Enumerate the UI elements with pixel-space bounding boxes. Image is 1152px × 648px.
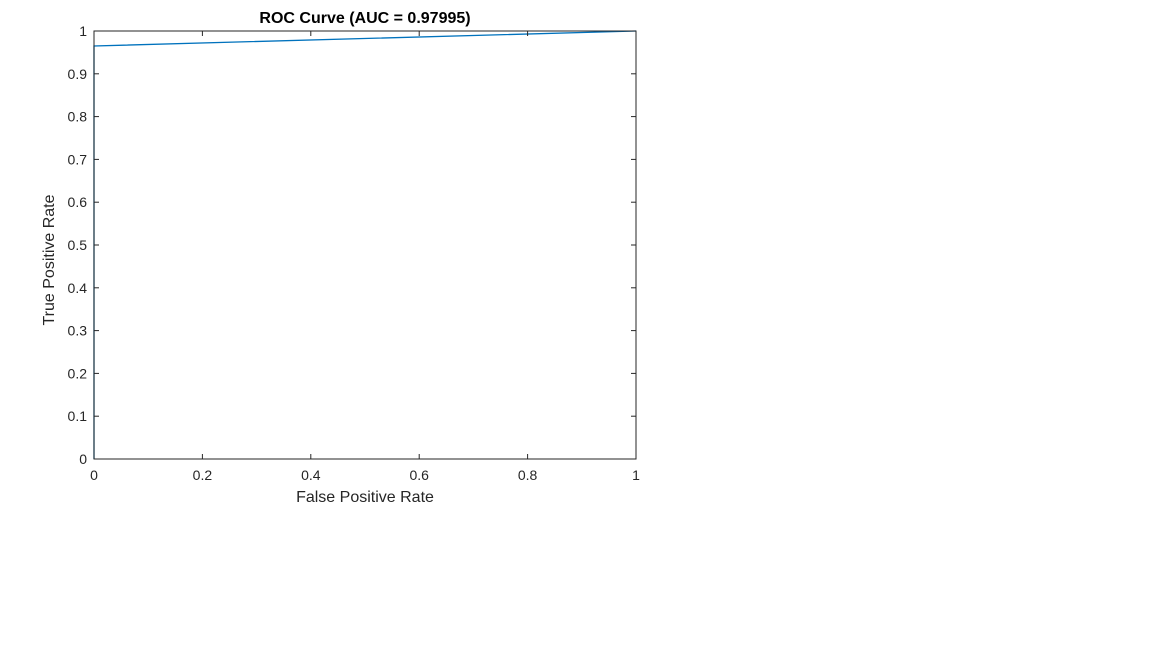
y-tick-label: 0.3 — [68, 323, 88, 339]
x-tick-label: 0.2 — [193, 467, 213, 483]
y-tick-label: 1 — [79, 23, 87, 39]
x-tick-label: 0.6 — [409, 467, 429, 483]
y-axis-title: True Positive Rate — [41, 194, 58, 325]
x-tick-label: 0 — [90, 467, 98, 483]
y-tick-label: 0.6 — [68, 194, 88, 210]
x-ticks: 0 0.2 0.4 0.6 0.8 1 — [90, 31, 640, 483]
y-ticks: 0 0.1 0.2 0.3 0.4 0.5 0.6 0.7 0.8 0.9 1 — [68, 23, 636, 467]
x-axis-title: False Positive Rate — [296, 489, 434, 506]
y-tick-label: 0.8 — [68, 109, 88, 125]
y-tick-label: 0.1 — [68, 408, 88, 424]
x-tick-label: 1 — [632, 467, 640, 483]
y-tick-label: 0.9 — [68, 66, 88, 82]
y-tick-label: 0.2 — [68, 365, 88, 381]
y-tick-label: 0.4 — [68, 280, 88, 296]
x-tick-label: 0.8 — [518, 467, 538, 483]
y-tick-label: 0.5 — [68, 237, 88, 253]
chart-title: ROC Curve (AUC = 0.97995) — [259, 10, 470, 27]
y-tick-label: 0 — [79, 451, 87, 467]
plot-area — [94, 31, 636, 459]
roc-axes: 0 0.2 0.4 0.6 0.8 1 0 0.1 0.2 0.3 0.4 0.5 0.6 0.7 0.8… — [68, 23, 641, 483]
y-tick-label: 0.7 — [68, 151, 88, 167]
x-tick-label: 0.4 — [301, 467, 321, 483]
